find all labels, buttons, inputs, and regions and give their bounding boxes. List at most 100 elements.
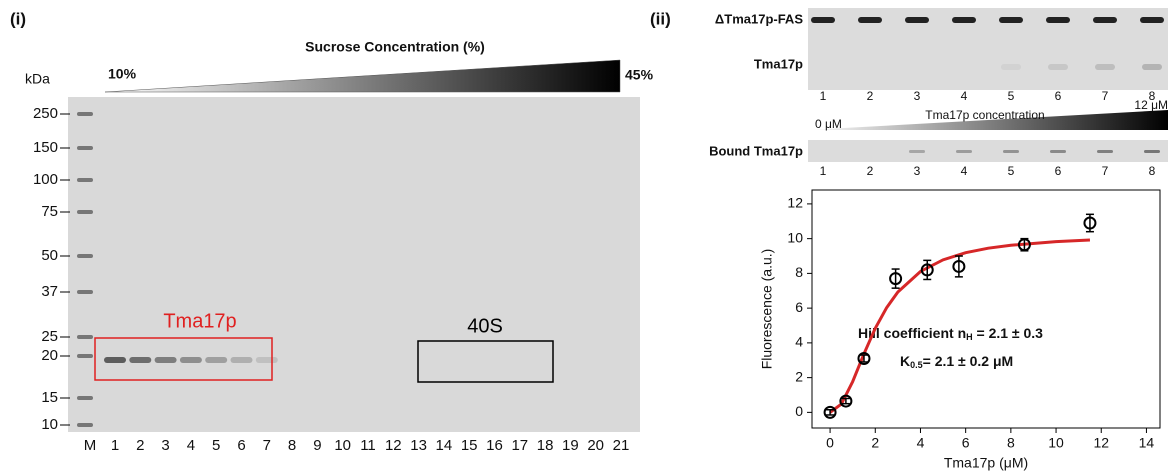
lane-label: 6 bbox=[237, 437, 245, 454]
gradient-end: 45% bbox=[625, 67, 654, 83]
marker-label: 37 bbox=[41, 283, 58, 300]
point bbox=[823, 405, 837, 419]
band bbox=[858, 17, 882, 23]
lane-label: 7 bbox=[1102, 164, 1109, 178]
marker-band bbox=[77, 178, 93, 182]
marker-band bbox=[77, 210, 93, 214]
annotation-text: Hill coefficient n bbox=[858, 325, 966, 341]
gel-labels: ΔTma17p-FAS Tma17p Bound Tma17p 1 2 3 4 5 6 7 8 1 2 3… bbox=[709, 11, 1164, 178]
lane-label: 15 bbox=[461, 437, 478, 454]
lane-label: 14 bbox=[436, 437, 453, 454]
panel-label: (ii) bbox=[650, 9, 671, 28]
band bbox=[154, 357, 177, 363]
x-tick-label: 10 bbox=[1048, 435, 1064, 451]
unit-label: kDa bbox=[25, 71, 50, 87]
lane-label: 1 bbox=[111, 437, 119, 454]
annotation-sub: H bbox=[966, 332, 973, 342]
marker-label: 250 bbox=[33, 105, 58, 122]
band bbox=[1142, 64, 1162, 70]
lane-label: 3 bbox=[914, 164, 921, 178]
gel bbox=[68, 97, 640, 432]
band bbox=[1097, 150, 1113, 153]
band bbox=[179, 357, 202, 363]
band bbox=[1144, 150, 1160, 153]
point bbox=[1017, 238, 1031, 252]
gradient-title: Tma17p concentration bbox=[925, 108, 1044, 122]
point bbox=[1083, 216, 1097, 230]
lane-label: 12 bbox=[385, 437, 402, 454]
band bbox=[1003, 150, 1019, 153]
y-axis-title: Fluorescence (a.u.) bbox=[759, 249, 775, 370]
lane-label: 4 bbox=[961, 164, 968, 178]
marker-label: 10 bbox=[41, 416, 58, 433]
lane-label: 8 bbox=[288, 437, 296, 454]
x-axis-title: Tma17p (μM) bbox=[944, 455, 1028, 471]
band bbox=[205, 357, 228, 363]
marker-label: 20 bbox=[41, 347, 58, 364]
band bbox=[952, 17, 976, 23]
marker-band bbox=[77, 423, 93, 427]
lane-label: 4 bbox=[961, 89, 968, 103]
y-tick-label: 8 bbox=[795, 264, 803, 280]
x-tick-label: 2 bbox=[871, 435, 879, 451]
lane-label: 1 bbox=[820, 164, 827, 178]
gel bbox=[808, 140, 1168, 162]
marker-band bbox=[77, 146, 93, 150]
lane-label: 21 bbox=[613, 437, 630, 454]
lane-label: 10 bbox=[334, 437, 351, 454]
marker-label: 25 bbox=[41, 328, 58, 345]
box-label: 40S bbox=[467, 315, 503, 337]
lane-label: 8 bbox=[1149, 164, 1156, 178]
row-label: Tma17p bbox=[754, 56, 803, 71]
marker-band bbox=[77, 335, 93, 339]
lane-label: M bbox=[84, 437, 97, 454]
fit-line bbox=[829, 238, 1091, 414]
marker-label: 50 bbox=[41, 247, 58, 264]
annotation: K0.5= 2.1 ± 0.2 μM bbox=[900, 353, 1013, 371]
box bbox=[94, 337, 273, 381]
band bbox=[905, 17, 929, 23]
marker-band bbox=[77, 354, 93, 358]
gradient-start: 10% bbox=[108, 66, 137, 82]
x-tick-label: 8 bbox=[1007, 435, 1015, 451]
gradient-end: 12 μM bbox=[1134, 98, 1168, 112]
lane-label: 4 bbox=[187, 437, 195, 454]
annotation-text: = 2.1 ± 0.2 μM bbox=[923, 353, 1014, 369]
lane-label: 6 bbox=[1055, 89, 1062, 103]
band bbox=[909, 150, 925, 153]
box-label: Tma17p bbox=[163, 310, 236, 332]
x-tick-label: 12 bbox=[1093, 435, 1109, 451]
band bbox=[1001, 64, 1021, 70]
marker-label: 150 bbox=[33, 139, 58, 156]
lane-label: 17 bbox=[511, 437, 528, 454]
band bbox=[1050, 150, 1066, 153]
plot-frame bbox=[811, 189, 1161, 429]
point bbox=[857, 352, 871, 366]
lane-label: 8 bbox=[1149, 89, 1156, 103]
band bbox=[1140, 17, 1164, 23]
band bbox=[1093, 17, 1117, 23]
lane-label: 1 bbox=[820, 89, 827, 103]
lane-label: 9 bbox=[313, 437, 321, 454]
band bbox=[811, 17, 835, 23]
marker-band bbox=[77, 396, 93, 400]
y-tick-label: 0 bbox=[795, 403, 803, 419]
lane-label: 3 bbox=[914, 89, 921, 103]
lane-label: 5 bbox=[1008, 89, 1015, 103]
x-tick-label: 6 bbox=[962, 435, 970, 451]
lane-label: 18 bbox=[537, 437, 554, 454]
band bbox=[1046, 17, 1070, 23]
lane-label: 7 bbox=[1102, 89, 1109, 103]
lane-label: 13 bbox=[410, 437, 427, 454]
point bbox=[952, 259, 966, 273]
annotation-text: = 2.1 ± 0.3 bbox=[973, 325, 1044, 341]
point bbox=[920, 263, 934, 277]
lane-label: 16 bbox=[486, 437, 503, 454]
lane-label: 11 bbox=[360, 437, 376, 454]
band bbox=[230, 357, 253, 363]
marker-band bbox=[77, 254, 93, 258]
y-tick-label: 6 bbox=[795, 299, 803, 315]
marker-label: 15 bbox=[41, 389, 58, 406]
y-tick-label: 10 bbox=[787, 229, 803, 245]
